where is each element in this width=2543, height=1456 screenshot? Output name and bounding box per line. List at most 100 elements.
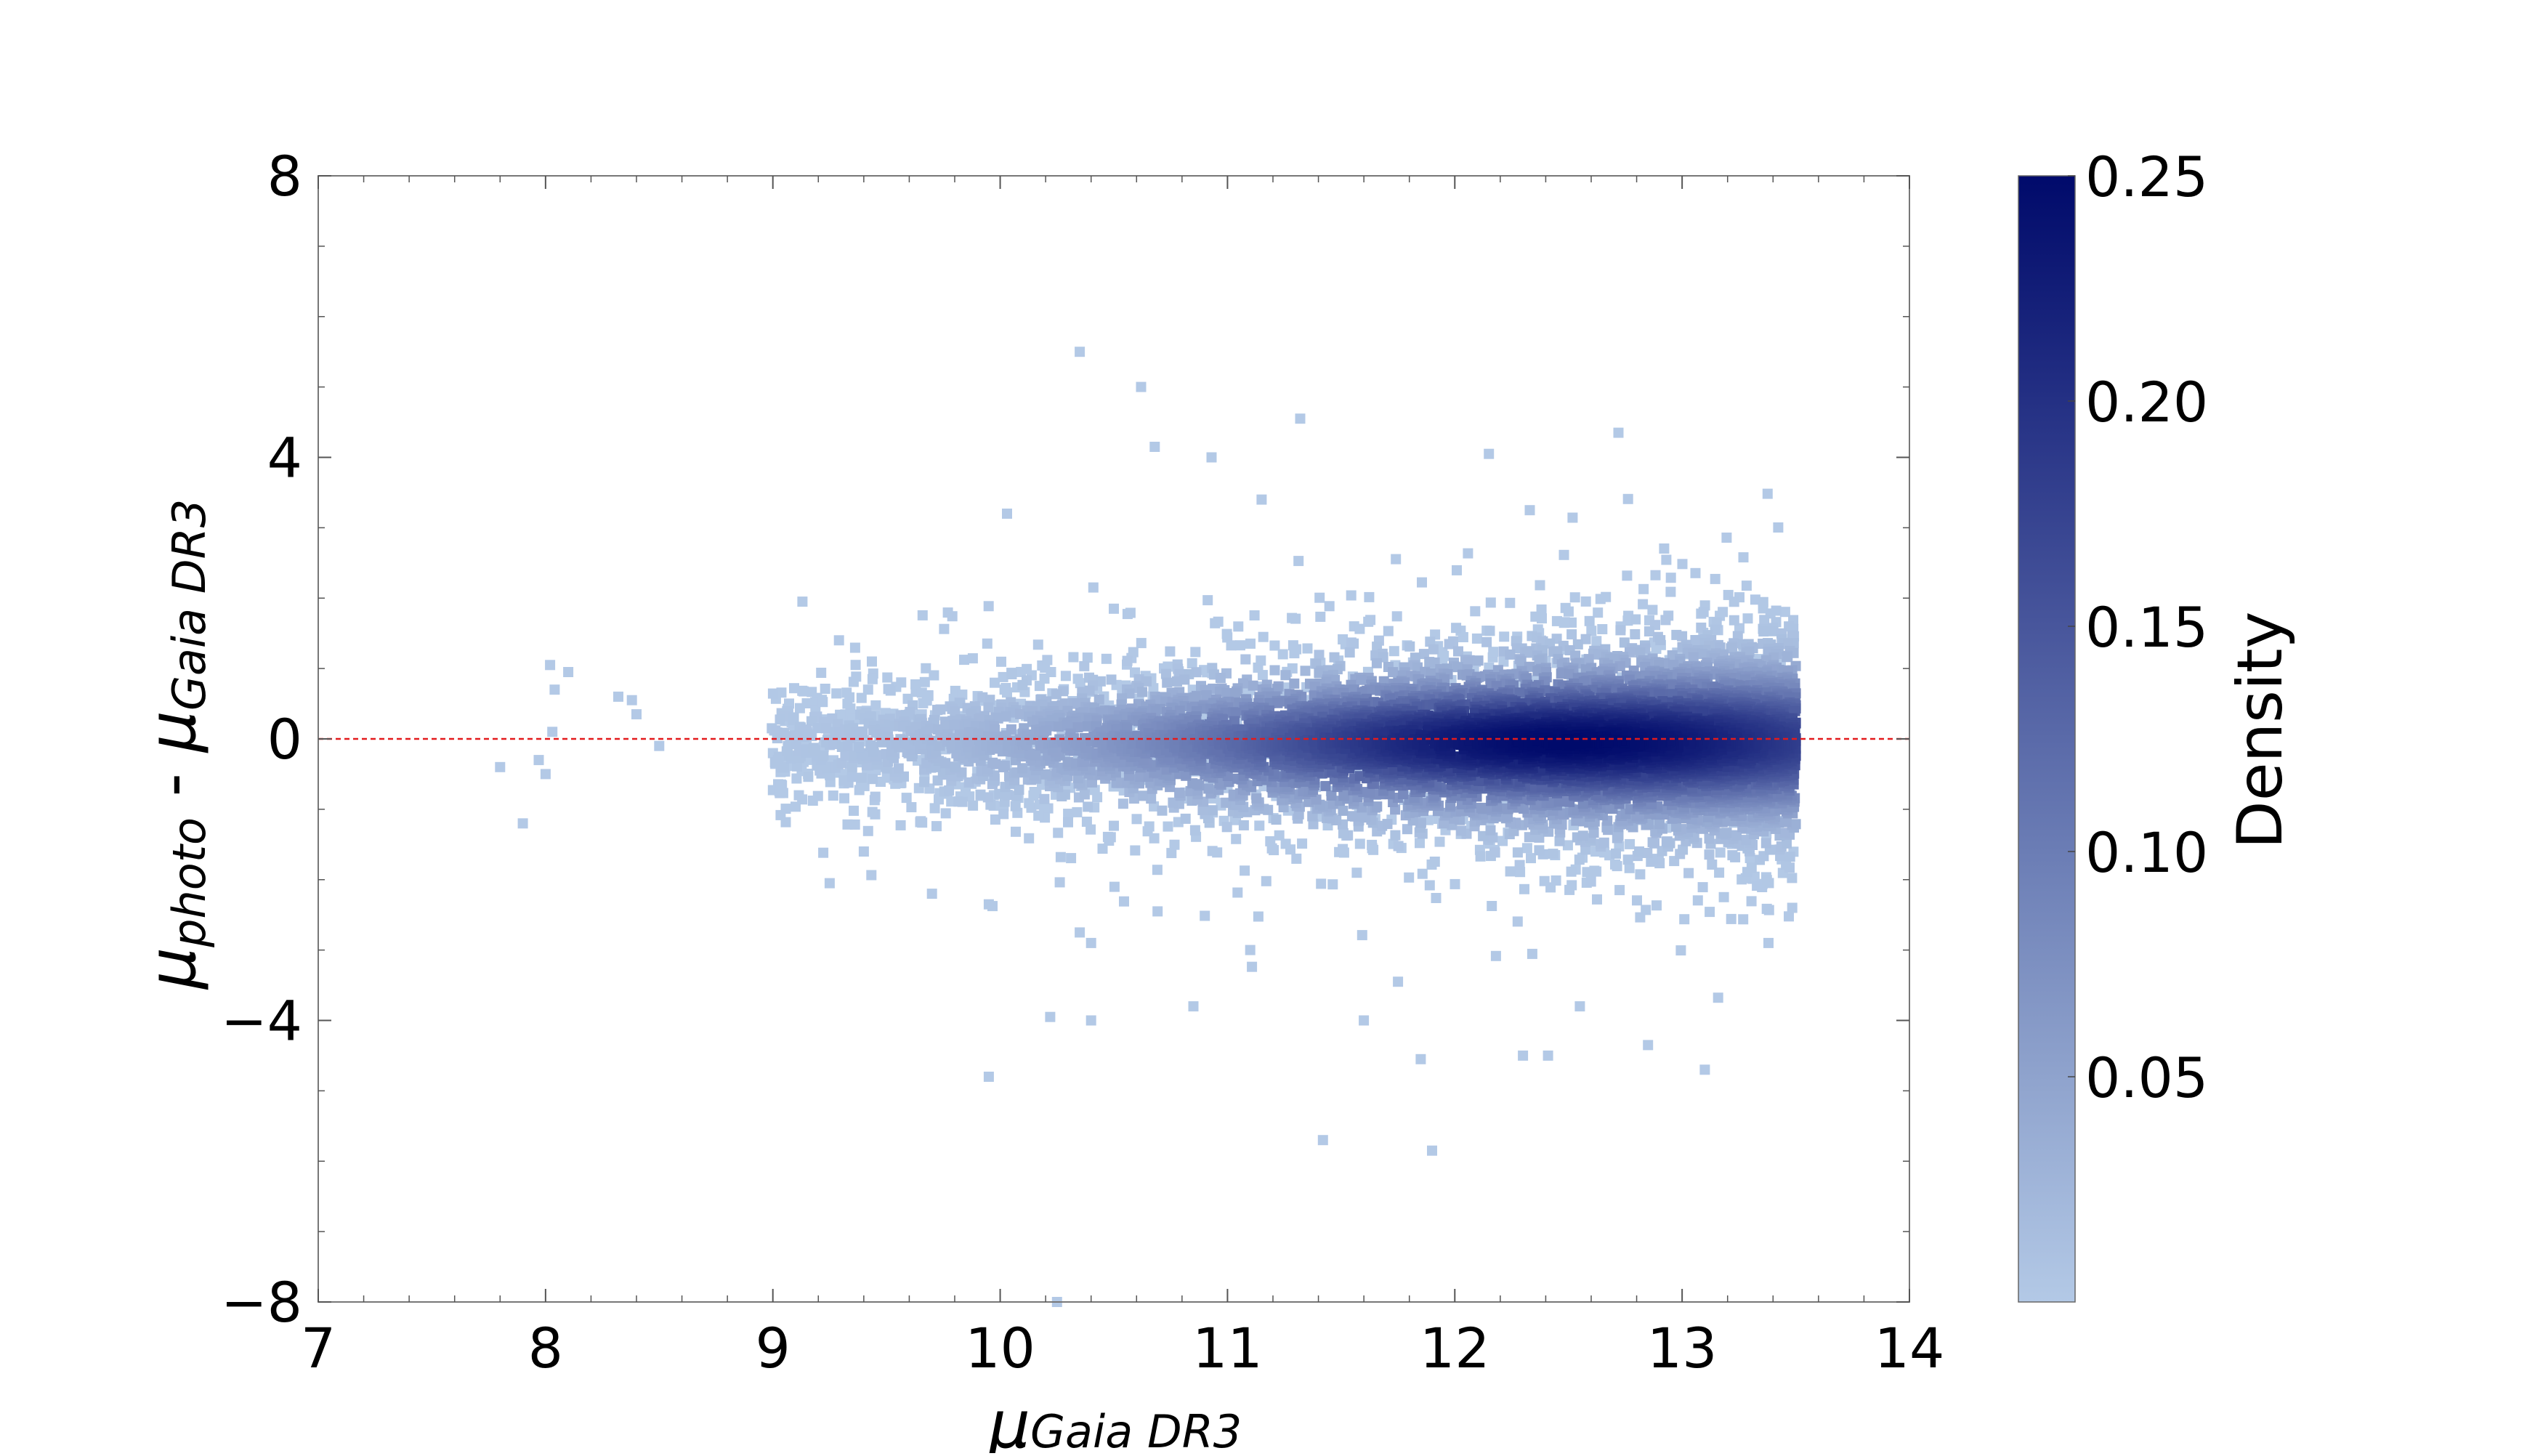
density-point: [1169, 839, 1180, 850]
density-point: [828, 790, 838, 801]
density-point: [957, 689, 968, 700]
density-point: [1488, 647, 1499, 658]
density-point: [1277, 649, 1288, 660]
density-point: [1068, 652, 1079, 663]
density-point: [1402, 824, 1412, 835]
density-point: [1526, 853, 1536, 864]
density-point: [1254, 820, 1265, 831]
density-point: [1221, 822, 1232, 833]
density-point: [1564, 668, 1574, 679]
density-point: [1569, 592, 1580, 603]
density-point: [1471, 633, 1482, 644]
density-point: [1675, 945, 1686, 956]
density-point: [998, 809, 1009, 820]
density-point: [775, 788, 785, 798]
density-point: [849, 819, 860, 830]
density-point: [1485, 597, 1496, 608]
density-point: [929, 670, 939, 681]
density-point: [1439, 650, 1450, 661]
density-point: [1326, 790, 1337, 801]
density-point: [806, 730, 817, 740]
density-point: [1000, 760, 1010, 771]
density-point: [1630, 614, 1641, 625]
density-point: [1690, 635, 1701, 645]
density-point: [1024, 833, 1035, 844]
density-point: [1683, 867, 1694, 878]
density-point: [1782, 652, 1792, 663]
density-point: [1641, 905, 1651, 915]
density-point: [1297, 838, 1308, 849]
density-point: [1280, 670, 1291, 681]
density-point: [1679, 914, 1690, 925]
density-point: [1033, 810, 1044, 821]
density-point: [1660, 615, 1671, 626]
density-point: [1079, 789, 1090, 800]
density-point: [1762, 488, 1773, 499]
density-point: [1346, 590, 1357, 601]
density-point: [1160, 668, 1171, 679]
density-point: [1760, 838, 1771, 849]
density-point: [1063, 756, 1074, 767]
density-point: [1391, 611, 1402, 622]
density-point: [866, 870, 877, 881]
density-point: [1144, 821, 1155, 832]
density-point: [1665, 586, 1676, 597]
density-point: [870, 700, 881, 711]
density-point: [940, 808, 951, 819]
density-point: [929, 803, 940, 814]
density-point: [1202, 595, 1213, 606]
density-point: [1081, 817, 1092, 827]
density-point: [1512, 916, 1523, 927]
density-point: [1314, 592, 1325, 603]
density-point: [1746, 896, 1757, 907]
density-point: [990, 814, 1000, 825]
density-point: [1315, 611, 1326, 622]
density-point: [867, 674, 878, 684]
density-point: [820, 684, 830, 694]
density-point: [1017, 763, 1028, 774]
density-point: [1417, 577, 1427, 588]
density-point: [1729, 615, 1739, 626]
density-point: [807, 796, 818, 806]
density-point: [1247, 961, 1258, 972]
density-point: [1197, 805, 1208, 815]
density-point: [835, 709, 846, 720]
density-point: [1738, 552, 1749, 563]
density-point: [1063, 809, 1074, 820]
density-point: [1429, 857, 1440, 867]
density-point: [1615, 625, 1626, 636]
density-point: [1165, 646, 1176, 657]
density-point: [1015, 708, 1026, 719]
density-point: [1368, 844, 1379, 855]
density-point: [803, 772, 814, 782]
density-point: [1586, 626, 1597, 636]
density-point: [1172, 676, 1182, 687]
scatter-points: [495, 347, 1801, 1307]
density-point: [1354, 623, 1365, 634]
density-point: [1095, 676, 1106, 687]
density-point: [1245, 638, 1256, 649]
density-point: [1566, 866, 1577, 877]
density-point: [1539, 875, 1550, 886]
density-point: [1746, 862, 1757, 873]
density-point: [1302, 643, 1313, 654]
density-point: [1201, 690, 1212, 700]
density-point: [1451, 623, 1462, 634]
density-point: [1665, 573, 1676, 583]
density-point: [794, 703, 805, 713]
density-point: [1768, 626, 1779, 636]
density-point: [1097, 844, 1108, 854]
density-point: [1734, 623, 1744, 634]
density-point: [1638, 583, 1649, 594]
density-point: [1261, 875, 1272, 886]
density-point: [1180, 813, 1191, 824]
density-point: [1344, 647, 1355, 658]
density-point: [1300, 666, 1311, 676]
density-point: [1551, 875, 1561, 886]
density-point: [1439, 818, 1450, 829]
density-point: [1029, 787, 1040, 797]
density-point: [1534, 832, 1545, 843]
density-point: [867, 656, 877, 667]
density-point: [1085, 824, 1096, 835]
